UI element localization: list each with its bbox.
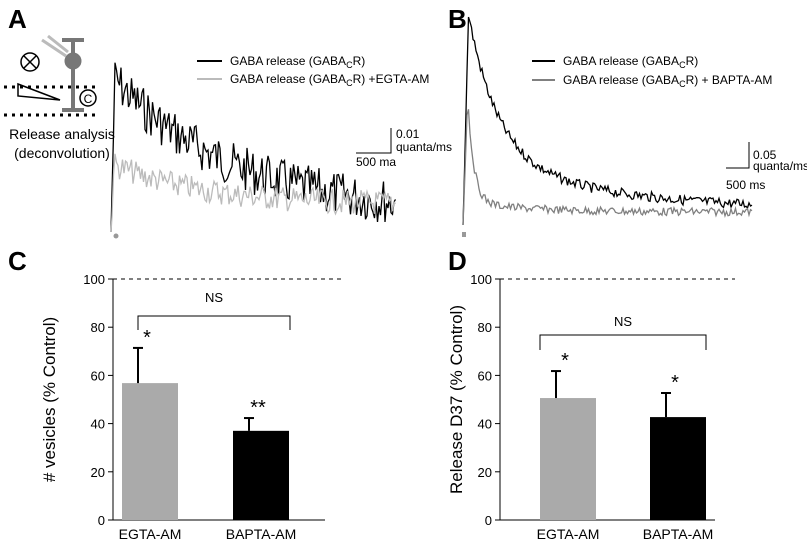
significance: *: [561, 350, 569, 372]
bar: [122, 383, 178, 520]
bar: [540, 398, 596, 520]
scale-value: 0.05: [753, 148, 777, 162]
y-tick-label: 60: [91, 368, 105, 383]
bracket: [539, 334, 707, 350]
y-axis-label: # vesicles (% Control): [40, 317, 59, 482]
legend-entry: GABA release (GABACR) + BAPTA-AM: [563, 73, 772, 89]
legend-sub: C: [679, 60, 686, 70]
legend-sub: C: [346, 60, 353, 70]
panel-letter: C: [8, 246, 27, 276]
significance: *: [671, 372, 679, 394]
y-tick-label: 80: [478, 320, 492, 335]
x-tick-label: EGTA-AM: [119, 526, 182, 542]
significance: **: [250, 397, 266, 419]
panel-letter: A: [8, 4, 27, 34]
legend-text: R) +EGTA-AM: [353, 72, 430, 86]
scale-label: 500 ms: [726, 178, 765, 192]
stim-marker: [113, 233, 119, 239]
y-tick-label: 100: [470, 272, 492, 287]
scale-unit: quanta/ms: [396, 140, 452, 154]
x-tick-label: BAPTA-AM: [643, 526, 714, 542]
scale-value: 0.01: [396, 127, 420, 141]
legend-text: R): [686, 54, 699, 68]
bar: [233, 430, 289, 520]
comparison-label: NS: [205, 290, 223, 305]
y-tick-label: 40: [91, 417, 105, 432]
y-tick-label: 0: [485, 513, 492, 528]
legend-sub: C: [679, 79, 686, 89]
y-tick-label: 20: [478, 465, 492, 480]
icon-label: C: [84, 92, 93, 106]
caption: (deconvolution): [14, 145, 110, 161]
caption: Release analysis: [9, 126, 115, 142]
trace: [462, 109, 753, 226]
bar: [650, 417, 706, 520]
scale-bar: [356, 128, 392, 154]
scale-label: 500 ma: [356, 155, 396, 169]
comparison-label: NS: [614, 314, 632, 329]
scale-unit: quanta/ms: [753, 159, 807, 173]
stim-marker: [462, 232, 466, 237]
x-tick-label: BAPTA-AM: [226, 526, 297, 542]
y-tick-label: 80: [91, 320, 105, 335]
y-tick-label: 100: [83, 272, 105, 287]
schematic: [4, 34, 100, 117]
legend-entry: GABA release (GABACR): [230, 54, 365, 70]
legend-text: GABA release (GABA: [563, 54, 679, 68]
y-tick-label: 0: [98, 513, 105, 528]
legend-text: R): [353, 54, 366, 68]
y-tick-label: 40: [478, 417, 492, 432]
legend-text: GABA release (GABA: [230, 72, 346, 86]
legend-text: R) + BAPTA-AM: [686, 73, 773, 87]
significance: *: [143, 327, 151, 349]
trace: [110, 153, 396, 233]
y-tick-label: 60: [478, 368, 492, 383]
trace: [462, 16, 753, 226]
legend-text: GABA release (GABA: [230, 54, 346, 68]
legend-text: GABA release (GABA: [563, 73, 679, 87]
scale-bar: [726, 142, 750, 169]
panel-letter: D: [448, 246, 467, 276]
y-tick-label: 20: [91, 465, 105, 480]
panel-letter: B: [448, 4, 467, 34]
legend-entry: GABA release (GABACR) +EGTA-AM: [230, 72, 429, 88]
legend-sub: C: [346, 78, 353, 88]
x-tick-label: EGTA-AM: [537, 526, 600, 542]
bracket: [137, 315, 291, 330]
y-axis-label: Release D37 (% Control): [447, 305, 466, 494]
legend-entry: GABA release (GABACR): [563, 54, 698, 70]
